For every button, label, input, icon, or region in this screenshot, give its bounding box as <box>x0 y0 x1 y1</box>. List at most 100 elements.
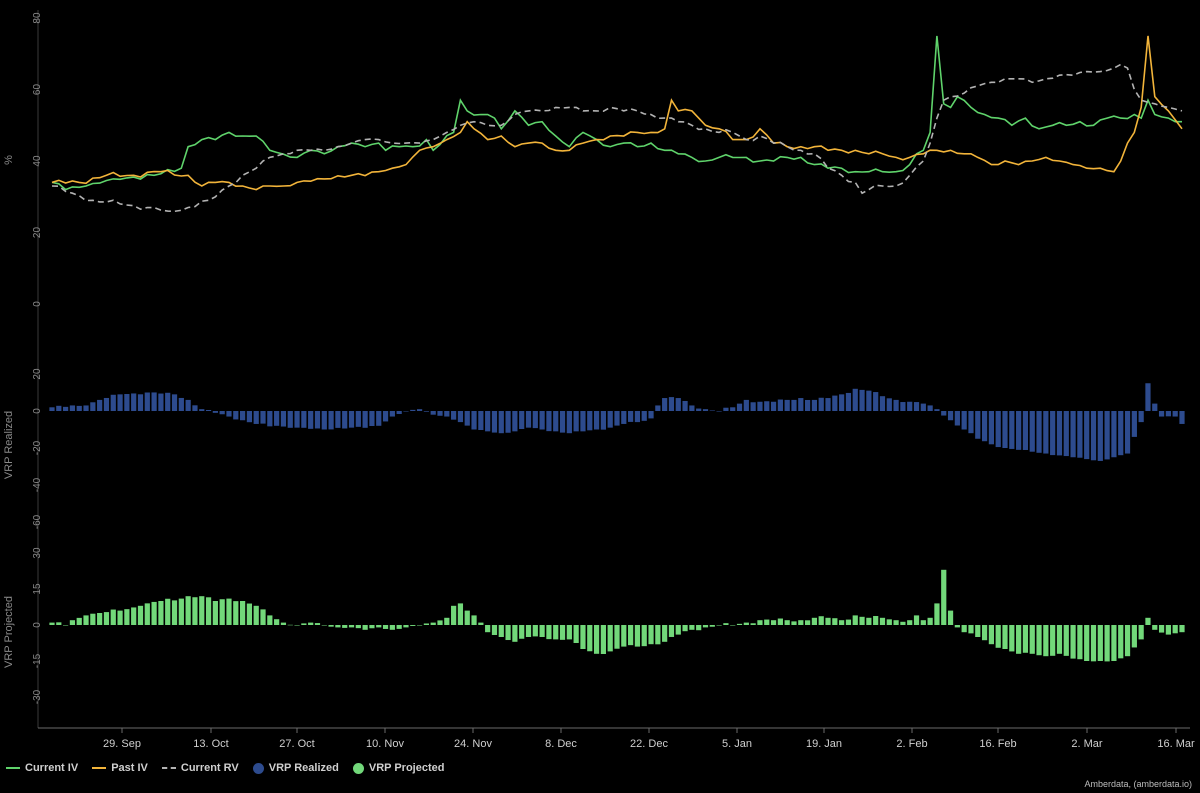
vrp-projected-bar <box>165 598 171 625</box>
y-tick-label: 0 <box>32 301 43 307</box>
vrp-projected-bar <box>505 625 511 641</box>
vrp-projected-bar <box>199 596 205 625</box>
vrp-projected-bar <box>1036 625 1042 656</box>
vrp-projected-bar <box>342 625 348 628</box>
vrp-projected-bar <box>328 625 334 627</box>
vrp-projected-bar <box>546 625 552 640</box>
vrp-projected-bar <box>267 615 273 625</box>
vrp-realized-bar <box>770 401 777 411</box>
vrp-projected-bar <box>69 620 76 625</box>
vrp-realized-bar <box>873 392 879 411</box>
vrp-projected-bar <box>859 616 865 625</box>
vrp-realized-bar <box>1118 411 1124 456</box>
vrp-realized-bar <box>866 390 872 411</box>
vrp-realized-bar <box>212 411 218 413</box>
x-tick-label: 13. Oct <box>193 738 228 750</box>
vrp-realized-bar <box>920 403 926 411</box>
vrp-projected-bar <box>682 625 688 632</box>
vrp-realized-bar <box>355 411 361 427</box>
vrp-realized-bar <box>1104 411 1110 460</box>
vrp-projected-bar <box>1138 625 1144 640</box>
vrp-realized-bar <box>1043 411 1049 454</box>
legend-vrp-projected[interactable]: VRP Projected <box>352 762 444 774</box>
x-tick-label: 10. Nov <box>366 738 404 750</box>
vrp-projected-bar <box>791 621 797 625</box>
vrp-projected-bar <box>873 616 879 625</box>
vrp-realized-bar <box>702 409 709 411</box>
vrp-projected-bar <box>369 625 375 629</box>
y-tick-label: 60 <box>32 84 43 96</box>
vrp-projected-bar <box>770 620 777 625</box>
vrp-projected-bar <box>1124 625 1131 657</box>
vrp-projected-bar <box>464 610 470 625</box>
vrp-projected-bar <box>900 621 906 625</box>
vrp-realized-bar <box>988 411 995 445</box>
vrp-projected-bar <box>648 625 654 645</box>
vrp-projected-bar <box>321 625 327 626</box>
vrp-realized-bar <box>253 411 259 424</box>
vrp-projected-bar <box>376 625 382 628</box>
vrp-projected-bar <box>641 625 647 647</box>
vrp-realized-bar <box>144 392 150 411</box>
legend-vrp-realized-label: VRP Realized <box>268 762 339 774</box>
legend: Current IV Past IV Current RV VRP Realiz… <box>6 762 444 774</box>
vrp-projected-bar <box>1158 625 1165 633</box>
vrp-projected-bar <box>403 625 409 628</box>
vrp-projected-bar <box>137 605 144 625</box>
vrp-projected-bar <box>1063 625 1069 656</box>
vrp-realized-bar <box>587 411 593 431</box>
vrp-realized-bar <box>777 399 783 411</box>
vrp-realized-bar <box>764 401 770 411</box>
vrp-realized-bar <box>1063 411 1069 457</box>
vrp-projected-bar <box>981 625 988 641</box>
vrp-realized-bar <box>1131 411 1137 437</box>
y-axis-label: VRP Realized <box>3 411 15 479</box>
vrp-projected-bar <box>573 625 579 643</box>
legend-current-rv[interactable]: Current RV <box>161 762 239 774</box>
vrp-projected-bar <box>437 620 443 625</box>
vrp-projected-bar <box>811 617 818 625</box>
vrp-realized-bar <box>995 411 1001 448</box>
vrp-realized-bar <box>335 411 341 428</box>
vrp-realized-bar <box>301 411 307 428</box>
x-tick-label: 2. Mar <box>1071 738 1103 750</box>
vrp-projected-bar <box>1104 625 1110 662</box>
current-rv-line <box>51 63 1183 213</box>
vrp-realized-bar <box>682 400 688 411</box>
vrp-realized-bar <box>49 407 55 411</box>
vrp-realized-bar <box>648 411 654 419</box>
vrp-projected-bar <box>396 625 402 629</box>
vrp-realized-bar <box>280 411 287 427</box>
vrp-realized-bar <box>1036 411 1042 453</box>
vrp-realized-bar <box>614 411 620 426</box>
vrp-realized-bar <box>832 395 838 411</box>
vrp-realized-bar <box>165 392 171 411</box>
vrp-projected-bar <box>83 615 89 625</box>
vrp-projected-bar <box>233 601 239 625</box>
vrp-projected-bar <box>1118 625 1124 659</box>
vrp-realized-bar <box>328 411 334 430</box>
vrp-projected-bar <box>525 625 532 637</box>
credit-text: Amberdata, (amberdata.io) <box>1084 779 1192 789</box>
vrp-realized-bar <box>274 411 280 426</box>
vrp-projected-bar <box>804 620 811 625</box>
legend-past-iv[interactable]: Past IV <box>92 762 148 774</box>
vrp-projected-bar <box>49 622 55 625</box>
legend-current-iv[interactable]: Current IV <box>6 762 78 774</box>
legend-current-rv-label: Current RV <box>180 762 239 774</box>
vrp-realized-bar <box>886 398 892 411</box>
vrp-realized-bar <box>471 411 477 430</box>
vrp-realized-bar <box>1002 411 1008 448</box>
legend-vrp-realized[interactable]: VRP Realized <box>252 762 339 774</box>
vrp-realized-bar <box>723 407 729 411</box>
vrp-realized-bar <box>968 411 974 434</box>
vrp-projected-bar <box>709 625 715 627</box>
vrp-projected-bar <box>736 623 743 625</box>
vrp-realized-bar <box>1056 411 1063 456</box>
vrp-projected-bar <box>832 618 838 625</box>
vrp-realized-bar <box>314 411 321 429</box>
vrp-realized-bar <box>1050 411 1056 456</box>
vrp-realized-bar <box>403 411 409 412</box>
vrp-realized-bar <box>410 409 416 411</box>
vrp-realized-bar <box>859 389 865 411</box>
